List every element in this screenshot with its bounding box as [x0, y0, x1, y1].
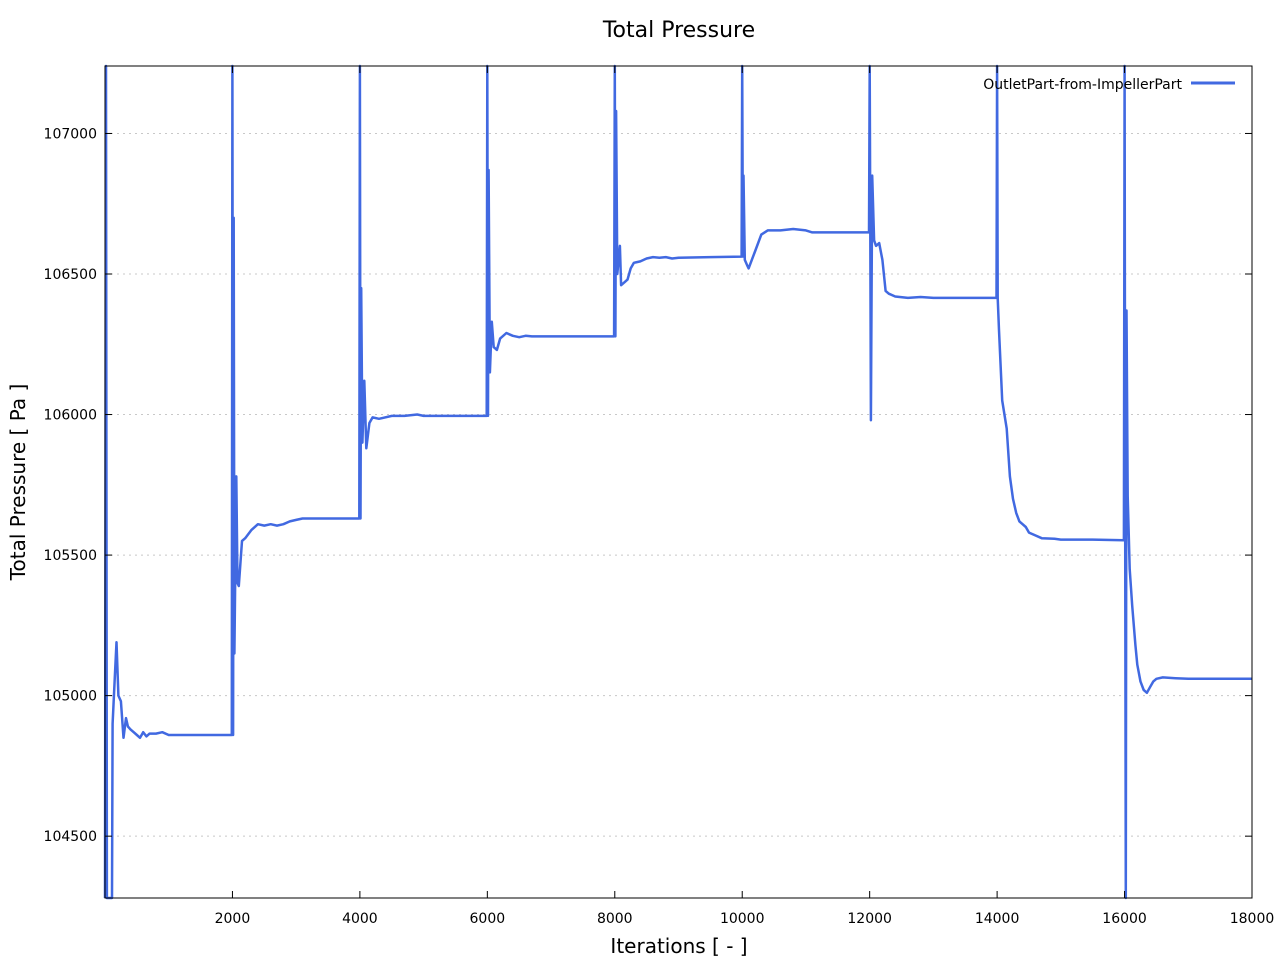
- x-tick-label: 14000: [975, 911, 1020, 927]
- y-tick-label: 105500: [44, 548, 97, 564]
- x-tick-label: 18000: [1230, 911, 1275, 927]
- y-axis-label: Total Pressure [ Pa ]: [6, 384, 30, 582]
- y-tick-label: 104500: [44, 829, 97, 845]
- x-tick-label: 12000: [847, 911, 892, 927]
- legend-entry-label: OutletPart-from-ImpellerPart: [983, 77, 1182, 93]
- x-tick-label: 6000: [470, 911, 506, 927]
- x-tick-label: 16000: [1102, 911, 1147, 927]
- grid: [105, 132, 1252, 837]
- series-line: [103, 64, 1252, 900]
- x-tick-label: 8000: [597, 911, 633, 927]
- y-tick-label: 107000: [44, 126, 97, 142]
- y-tick-label: 106500: [44, 267, 97, 283]
- series-layer: [103, 64, 1252, 900]
- plot-frame: [104, 65, 1253, 899]
- ticks: 104500 105000 105500 106000 106500 107000 2000…: [44, 66, 1275, 927]
- y-tick-label: 106000: [44, 408, 97, 424]
- chart-title: Total Pressure: [602, 18, 755, 43]
- x-axis-label: Iterations [ - ]: [610, 934, 747, 958]
- legend: OutletPart-from-ImpellerPart: [983, 77, 1235, 93]
- x-tick-label: 4000: [342, 911, 378, 927]
- x-tick-label: 2000: [215, 911, 251, 927]
- x-tick-label: 10000: [720, 911, 765, 927]
- y-tick-label: 105000: [44, 689, 97, 705]
